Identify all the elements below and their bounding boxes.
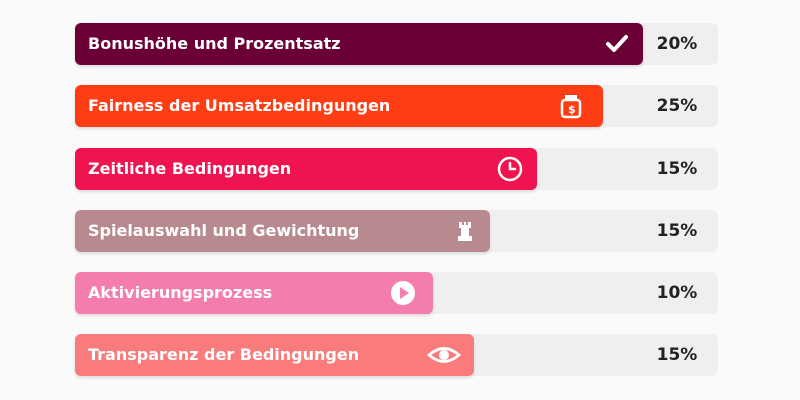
bar: Transparenz der Bedingungen <box>75 334 474 376</box>
bar: Zeitliche Bedingungen <box>75 148 537 190</box>
row-label: Fairness der Umsatzbedingungen <box>88 96 391 115</box>
eye-icon <box>427 347 461 363</box>
bar: Spielauswahl und Gewichtung <box>75 210 490 252</box>
row: Spielauswahl und Gewichtung 15% <box>75 210 718 252</box>
row-label: Zeitliche Bedingungen <box>88 159 292 178</box>
row-percent: 15% <box>656 221 698 241</box>
row-percent: 20% <box>656 34 698 54</box>
bar: Fairness der Umsatzbedingungen $ <box>75 85 603 127</box>
row-percent: 10% <box>656 283 698 303</box>
bar: Bonushöhe und Prozentsatz <box>75 23 643 65</box>
row: Zeitliche Bedingungen 15% <box>75 148 718 190</box>
row: Bonushöhe und Prozentsatz 20% <box>75 23 718 65</box>
svg-text:$: $ <box>568 103 576 116</box>
row-percent: 15% <box>656 159 698 179</box>
play-icon <box>391 281 415 305</box>
row-percent: 25% <box>656 96 698 116</box>
bar: Aktivierungsprozess <box>75 272 433 314</box>
money-icon: $ <box>560 95 582 119</box>
check-icon <box>606 35 628 52</box>
row-label: Spielauswahl und Gewichtung <box>88 221 360 240</box>
row-label: Transparenz der Bedingungen <box>88 345 360 364</box>
clock-icon <box>497 156 523 182</box>
row-percent: 15% <box>656 345 698 365</box>
row: Aktivierungsprozess 10% <box>75 272 718 314</box>
row-label: Aktivierungsprozess <box>88 283 273 302</box>
row: Fairness der Umsatzbedingungen $ 25% <box>75 85 718 127</box>
row: Transparenz der Bedingungen 15% <box>75 334 718 376</box>
row-label: Bonushöhe und Prozentsatz <box>88 34 341 53</box>
chess-icon <box>458 222 472 241</box>
